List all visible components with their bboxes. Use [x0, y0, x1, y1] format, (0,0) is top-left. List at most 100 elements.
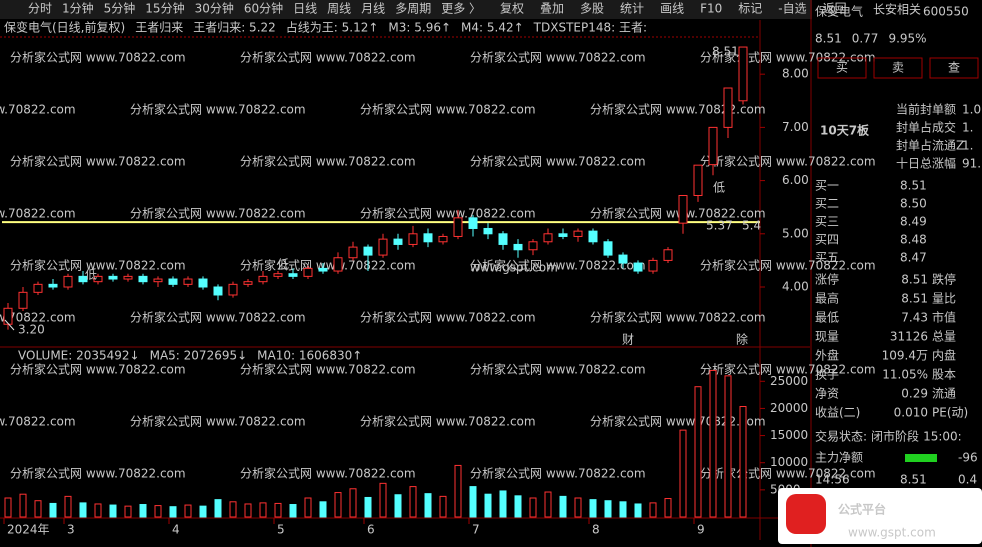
seal-value: 1.0: [962, 103, 981, 117]
volume-bar: [604, 500, 612, 518]
y-tick-label: 5.00: [782, 226, 809, 240]
watermark: 分析家公式网 www.70822.com: [240, 258, 416, 273]
candle-body: [168, 278, 178, 285]
period-tab[interactable]: 日线: [293, 2, 317, 16]
stat-label: 股本: [932, 368, 956, 382]
watermark: 分析家公式网 www.70822.com: [0, 414, 76, 429]
net-label: 主力净额: [815, 451, 863, 465]
period-tab[interactable]: 分时: [28, 2, 52, 16]
tick-vol: 0.4: [958, 473, 977, 487]
seal-label: 当前封单额: [896, 102, 956, 117]
candle-body: [108, 275, 118, 280]
candle-body: [153, 278, 163, 283]
tool-button[interactable]: F10: [700, 2, 722, 16]
trade-button[interactable]: [873, 57, 923, 79]
volume-bar: [439, 495, 447, 518]
volume-bar: [574, 497, 582, 518]
trade-button-label[interactable]: 卖: [892, 61, 904, 75]
annotation: 8.51: [712, 45, 739, 59]
tool-button[interactable]: 统计: [620, 2, 644, 16]
chart-title: 保变电气(日线,前复权): [4, 20, 125, 35]
status-label: 交易状态:: [815, 429, 867, 444]
candle-body: [243, 281, 253, 285]
watermark: 分析家公式网 www.70822.com: [0, 206, 76, 221]
stat-value: 0.29: [901, 387, 928, 401]
candle-body: [183, 278, 193, 285]
volume-bar: [229, 501, 237, 518]
volume-bar: [529, 497, 537, 518]
volume-bar: [169, 506, 177, 518]
volume-bar: [64, 495, 72, 518]
stat-value: 8.51: [901, 273, 928, 287]
period-tab[interactable]: 多周期: [395, 2, 431, 16]
volume-bar: [94, 503, 102, 518]
watermark: 分析家公式网 www.70822.com: [470, 258, 646, 273]
period-tab[interactable]: 5分钟: [104, 1, 136, 16]
trade-button[interactable]: [817, 57, 867, 79]
seal-label: 十日总涨幅: [896, 156, 956, 171]
y-tick-label: 25000: [770, 374, 808, 388]
y-tick-label: 15000: [770, 428, 808, 442]
tool-button[interactable]: -自选: [778, 2, 806, 16]
volume-bar: [364, 496, 372, 518]
volume-bar: [634, 503, 642, 518]
legend-item: TDXSTEP148: 王者:: [533, 21, 647, 35]
tool-button[interactable]: 标记: [738, 2, 762, 16]
period-tab[interactable]: 周线: [327, 2, 351, 16]
volume-bar: [544, 491, 552, 518]
seal-value: 1.: [962, 139, 973, 153]
candle-body: [273, 273, 283, 277]
watermark: 分析家公式网 www.70822.com: [240, 50, 416, 65]
period-tab[interactable]: 15分钟: [145, 1, 184, 16]
candle-body: [138, 275, 148, 283]
seal-label: 封单占流通Z: [896, 138, 964, 153]
y-tick-label: 4.00: [782, 280, 809, 294]
stat-label: 市值: [932, 310, 956, 325]
candle-body: [258, 275, 268, 283]
x-tick-label: 3: [67, 523, 75, 537]
period-tab[interactable]: 60分钟: [244, 1, 283, 16]
volume-bar: [589, 499, 597, 518]
tool-button[interactable]: 复权: [500, 2, 524, 16]
book-label: 买三: [815, 215, 839, 229]
net-value: -96: [958, 451, 978, 465]
tool-button[interactable]: 多股: [580, 2, 604, 16]
period-tab[interactable]: 更多 〉: [441, 2, 481, 16]
volume-bar: [244, 503, 252, 518]
volume-bar: [469, 486, 477, 518]
trade-button-label[interactable]: 查: [948, 61, 960, 75]
tool-button[interactable]: 画线: [660, 2, 684, 16]
book-price: 8.48: [900, 233, 927, 247]
candle-body: [123, 275, 133, 280]
watermark: 分析家公式网 www.70822.com: [360, 310, 536, 325]
tool-button[interactable]: 叠加: [540, 2, 564, 16]
volume-bar: [454, 464, 462, 518]
candle-body: [438, 235, 448, 243]
watermark: 分析家公式网 www.70822.com: [10, 154, 186, 169]
period-tab[interactable]: 30分钟: [195, 1, 234, 16]
book-label: 买四: [815, 233, 839, 247]
stock-name: 保变电气: [815, 4, 863, 19]
status-value: 闭市阶段: [871, 429, 919, 444]
trade-button-label[interactable]: 买: [836, 61, 848, 75]
candle-body: [423, 233, 433, 243]
trade-button[interactable]: [929, 57, 979, 79]
candle-body: [678, 194, 688, 224]
volume-bar: [79, 502, 87, 518]
tick-price: 8.51: [900, 473, 927, 487]
candle-body: [498, 233, 508, 245]
period-tab[interactable]: 月线: [361, 2, 385, 16]
net-bar: [905, 454, 937, 462]
volume-bar: [409, 486, 417, 518]
volume-bar: [649, 502, 657, 518]
period-tab[interactable]: 1分钟: [62, 1, 94, 16]
y-tick-label: 6.00: [782, 173, 809, 187]
volume-bar: [19, 493, 27, 518]
legend-item: MA10: 1606830↑: [257, 349, 362, 363]
tick-time: 14:56: [815, 473, 850, 487]
stat-label: 流通: [932, 387, 956, 401]
chart-title: VOLUME: 2035492↓: [18, 349, 140, 363]
candle-body: [408, 233, 418, 245]
volume-bar: [349, 488, 357, 518]
tool-button[interactable]: 返回: [823, 2, 847, 16]
